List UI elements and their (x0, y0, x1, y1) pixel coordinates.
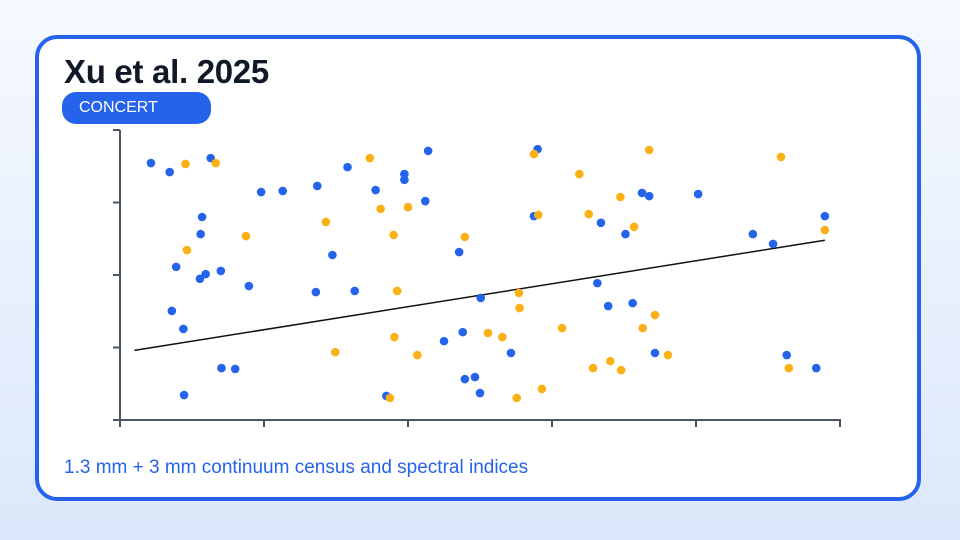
orange-data-point (376, 204, 385, 214)
orange-data-point (181, 159, 190, 169)
category-badge: CONCERT (62, 92, 211, 124)
blue-data-point (748, 229, 758, 239)
blue-data-point (621, 229, 630, 239)
blue-data-point (171, 262, 181, 272)
blue-data-point (371, 185, 380, 195)
orange-data-point (588, 363, 598, 373)
blue-data-point (244, 281, 254, 291)
orange-data-point (390, 332, 399, 342)
blue-data-point (650, 348, 660, 358)
blue-data-point (350, 286, 360, 296)
orange-data-point (498, 332, 507, 342)
blue-data-point (423, 146, 433, 156)
orange-data-point (534, 210, 543, 220)
blue-data-point (506, 348, 516, 358)
data-points (146, 144, 830, 403)
blue-data-point (217, 363, 226, 373)
orange-data-point (820, 225, 830, 235)
blue-data-point (420, 196, 430, 206)
blue-data-point (312, 181, 322, 191)
blue-data-point (460, 374, 470, 384)
orange-data-point (321, 217, 331, 227)
blue-data-point (476, 293, 486, 303)
blue-data-point (343, 162, 352, 172)
orange-data-point (413, 350, 422, 360)
blue-data-point (216, 266, 226, 276)
blue-data-point (782, 350, 792, 360)
blue-data-point (179, 390, 189, 400)
blue-data-point (167, 306, 177, 316)
blue-data-point (179, 324, 188, 334)
orange-data-point (616, 365, 626, 375)
orange-data-point (606, 356, 615, 366)
orange-data-point (616, 192, 625, 202)
blue-data-point (475, 388, 485, 398)
orange-data-point (483, 328, 493, 338)
blue-data-point (328, 250, 337, 260)
orange-data-point (584, 209, 594, 219)
blue-data-point (230, 364, 240, 374)
blue-data-point (820, 211, 830, 221)
blue-data-point (637, 188, 647, 198)
blue-data-point (196, 229, 205, 239)
orange-data-point (385, 393, 395, 403)
orange-data-point (529, 149, 539, 159)
orange-data-point (182, 245, 192, 255)
orange-data-point (650, 310, 660, 320)
blue-data-point (811, 363, 821, 373)
blue-data-point (628, 298, 637, 308)
figure-card: Xu et al. 2025 CONCERT 1.3 mm + 3 mm con… (35, 35, 921, 501)
orange-data-point (211, 158, 221, 168)
blue-data-point (165, 167, 174, 177)
orange-data-point (392, 286, 402, 296)
figure-caption: 1.3 mm + 3 mm continuum census and spect… (64, 457, 529, 478)
blue-data-point (596, 218, 606, 228)
blue-data-point (693, 189, 703, 199)
orange-data-point (514, 288, 524, 298)
blue-data-point (311, 287, 321, 297)
blue-data-point (458, 327, 468, 337)
orange-data-point (403, 202, 413, 212)
blue-data-point (146, 158, 156, 168)
orange-data-point (638, 323, 648, 333)
blue-data-point (593, 278, 602, 288)
orange-data-point (629, 222, 639, 232)
orange-data-point (241, 231, 251, 241)
orange-data-point (776, 152, 786, 162)
blue-data-point (256, 187, 266, 197)
blue-data-point (197, 212, 207, 222)
orange-data-point (389, 230, 398, 240)
blue-data-point (439, 336, 449, 346)
orange-data-point (460, 232, 470, 242)
orange-data-point (515, 303, 524, 313)
orange-data-point (644, 145, 654, 155)
orange-data-point (512, 393, 522, 403)
orange-data-point (557, 323, 567, 333)
orange-data-point (784, 363, 794, 373)
blue-data-point (278, 186, 288, 196)
orange-data-point (330, 347, 340, 357)
blue-data-point (195, 274, 205, 284)
blue-data-point (768, 239, 778, 249)
chart-axes (113, 129, 841, 427)
card-title: Xu et al. 2025 (64, 53, 269, 90)
blue-data-point (603, 301, 613, 311)
orange-data-point (575, 169, 584, 179)
orange-data-point (365, 153, 375, 163)
orange-data-point (537, 384, 547, 394)
blue-data-point (400, 169, 409, 179)
blue-data-point (454, 247, 464, 257)
orange-data-point (663, 350, 673, 360)
blue-data-point (201, 269, 210, 279)
blue-data-point (470, 372, 480, 382)
blue-data-point (644, 191, 654, 201)
